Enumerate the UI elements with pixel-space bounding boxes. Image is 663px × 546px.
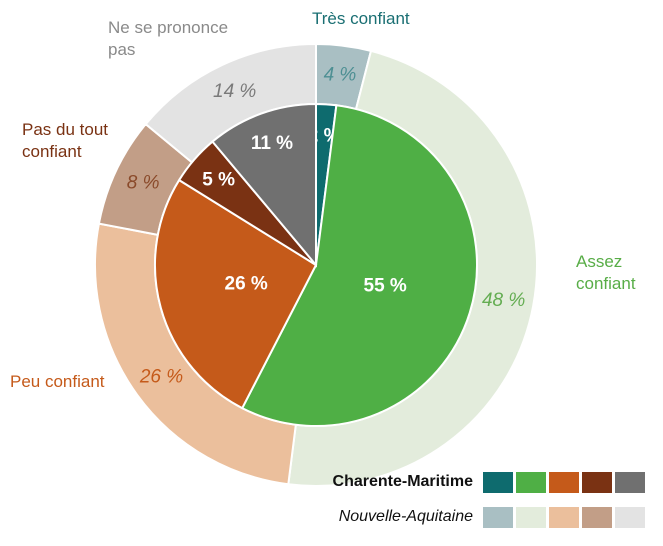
legend-swatch bbox=[549, 507, 579, 528]
legend-label: Nouvelle-Aquitaine bbox=[339, 508, 473, 525]
legend-swatch bbox=[582, 507, 612, 528]
outer-value-label: 8 % bbox=[127, 173, 160, 194]
legend-swatch bbox=[582, 472, 612, 493]
legend-swatch bbox=[516, 507, 546, 528]
outer-value-label: 14 % bbox=[213, 81, 256, 102]
legend-swatch bbox=[516, 472, 546, 493]
outer-value-label: 48 % bbox=[482, 290, 525, 311]
category-label: Très confiant bbox=[312, 9, 410, 28]
category-label: Pas du tout confiant bbox=[22, 120, 109, 161]
legend-swatch bbox=[483, 507, 513, 528]
inner-slice bbox=[211, 102, 317, 268]
outer-value-label: 26 % bbox=[139, 366, 183, 387]
legend-swatch bbox=[483, 472, 513, 493]
category-label: Peu confiant bbox=[10, 372, 105, 391]
inner-value-label: 5 % bbox=[202, 170, 235, 191]
legend-label: Charente-Maritime bbox=[333, 473, 474, 490]
category-label: Ne se prononce pas bbox=[108, 18, 229, 59]
inner-value-label: 26 % bbox=[225, 273, 268, 294]
category-label: Assez confiant bbox=[576, 252, 636, 293]
outer-value-label: 4 % bbox=[324, 65, 357, 86]
inner-slice bbox=[240, 104, 478, 427]
inner-value-label: 55 % bbox=[364, 276, 407, 297]
legend-swatch bbox=[615, 472, 645, 493]
legend-swatch bbox=[615, 507, 645, 528]
inner-slice bbox=[154, 178, 318, 410]
inner-value-label: 11 % bbox=[251, 133, 293, 154]
legend-swatch bbox=[549, 472, 579, 493]
